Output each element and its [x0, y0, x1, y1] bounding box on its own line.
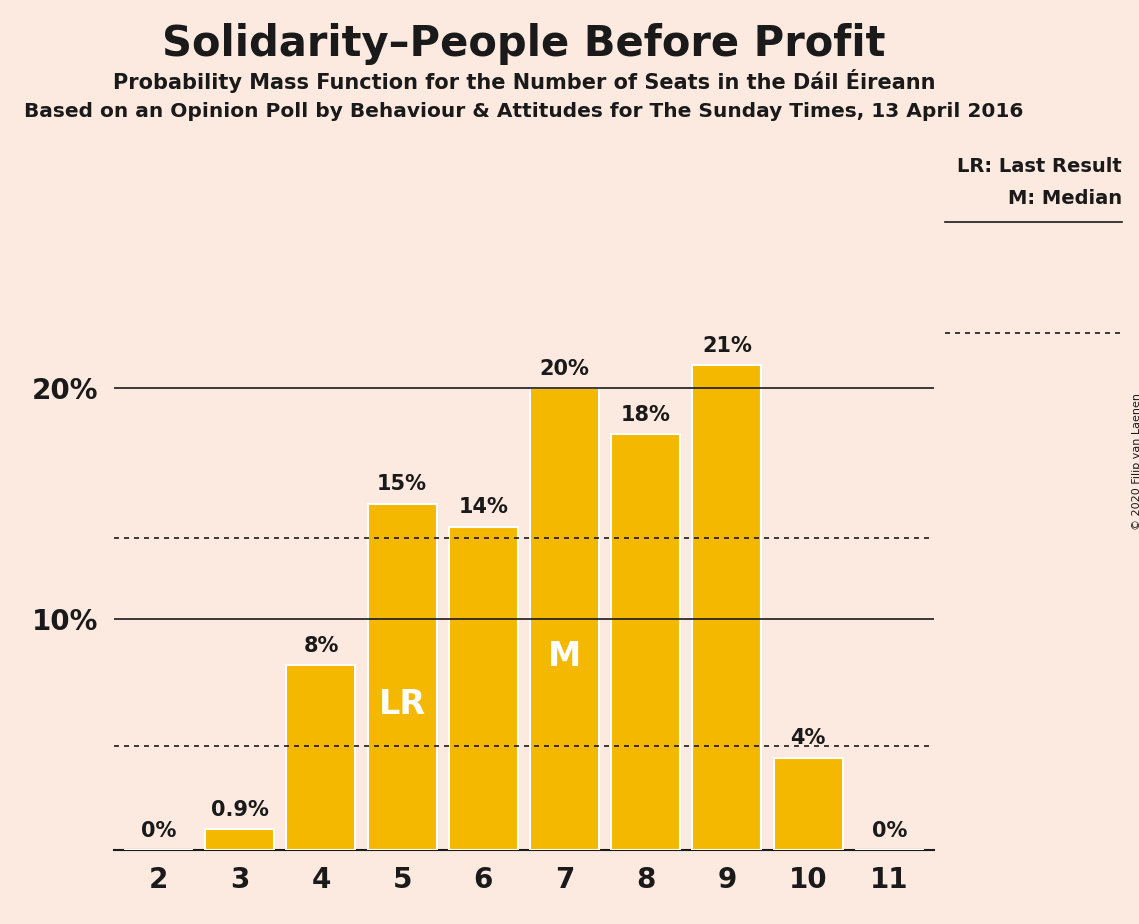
Text: M: Median: M: Median — [1008, 189, 1122, 209]
Bar — [773, 758, 843, 850]
Text: 18%: 18% — [621, 405, 671, 425]
Text: M: M — [548, 639, 581, 673]
Text: © 2020 Filip van Laenen: © 2020 Filip van Laenen — [1132, 394, 1139, 530]
Bar — [368, 504, 436, 850]
Text: 15%: 15% — [377, 474, 427, 494]
Text: 0%: 0% — [141, 821, 177, 841]
Text: Based on an Opinion Poll by Behaviour & Attitudes for The Sunday Times, 13 April: Based on an Opinion Poll by Behaviour & … — [24, 102, 1024, 121]
Text: 14%: 14% — [458, 497, 508, 517]
Text: 21%: 21% — [702, 335, 752, 356]
Bar — [205, 830, 274, 850]
Text: 4%: 4% — [790, 728, 826, 748]
Text: Solidarity–People Before Profit: Solidarity–People Before Profit — [162, 23, 886, 65]
Text: 20%: 20% — [540, 359, 590, 379]
Text: LR: Last Result: LR: Last Result — [957, 157, 1122, 176]
Text: 0%: 0% — [871, 821, 907, 841]
Bar — [286, 665, 355, 850]
Text: LR: LR — [378, 688, 426, 721]
Text: 0.9%: 0.9% — [211, 800, 269, 821]
Text: Probability Mass Function for the Number of Seats in the Dáil Éireann: Probability Mass Function for the Number… — [113, 69, 935, 93]
Bar — [693, 365, 762, 850]
Bar — [530, 388, 599, 850]
Bar — [449, 527, 518, 850]
Bar — [612, 434, 680, 850]
Text: 8%: 8% — [303, 636, 338, 656]
